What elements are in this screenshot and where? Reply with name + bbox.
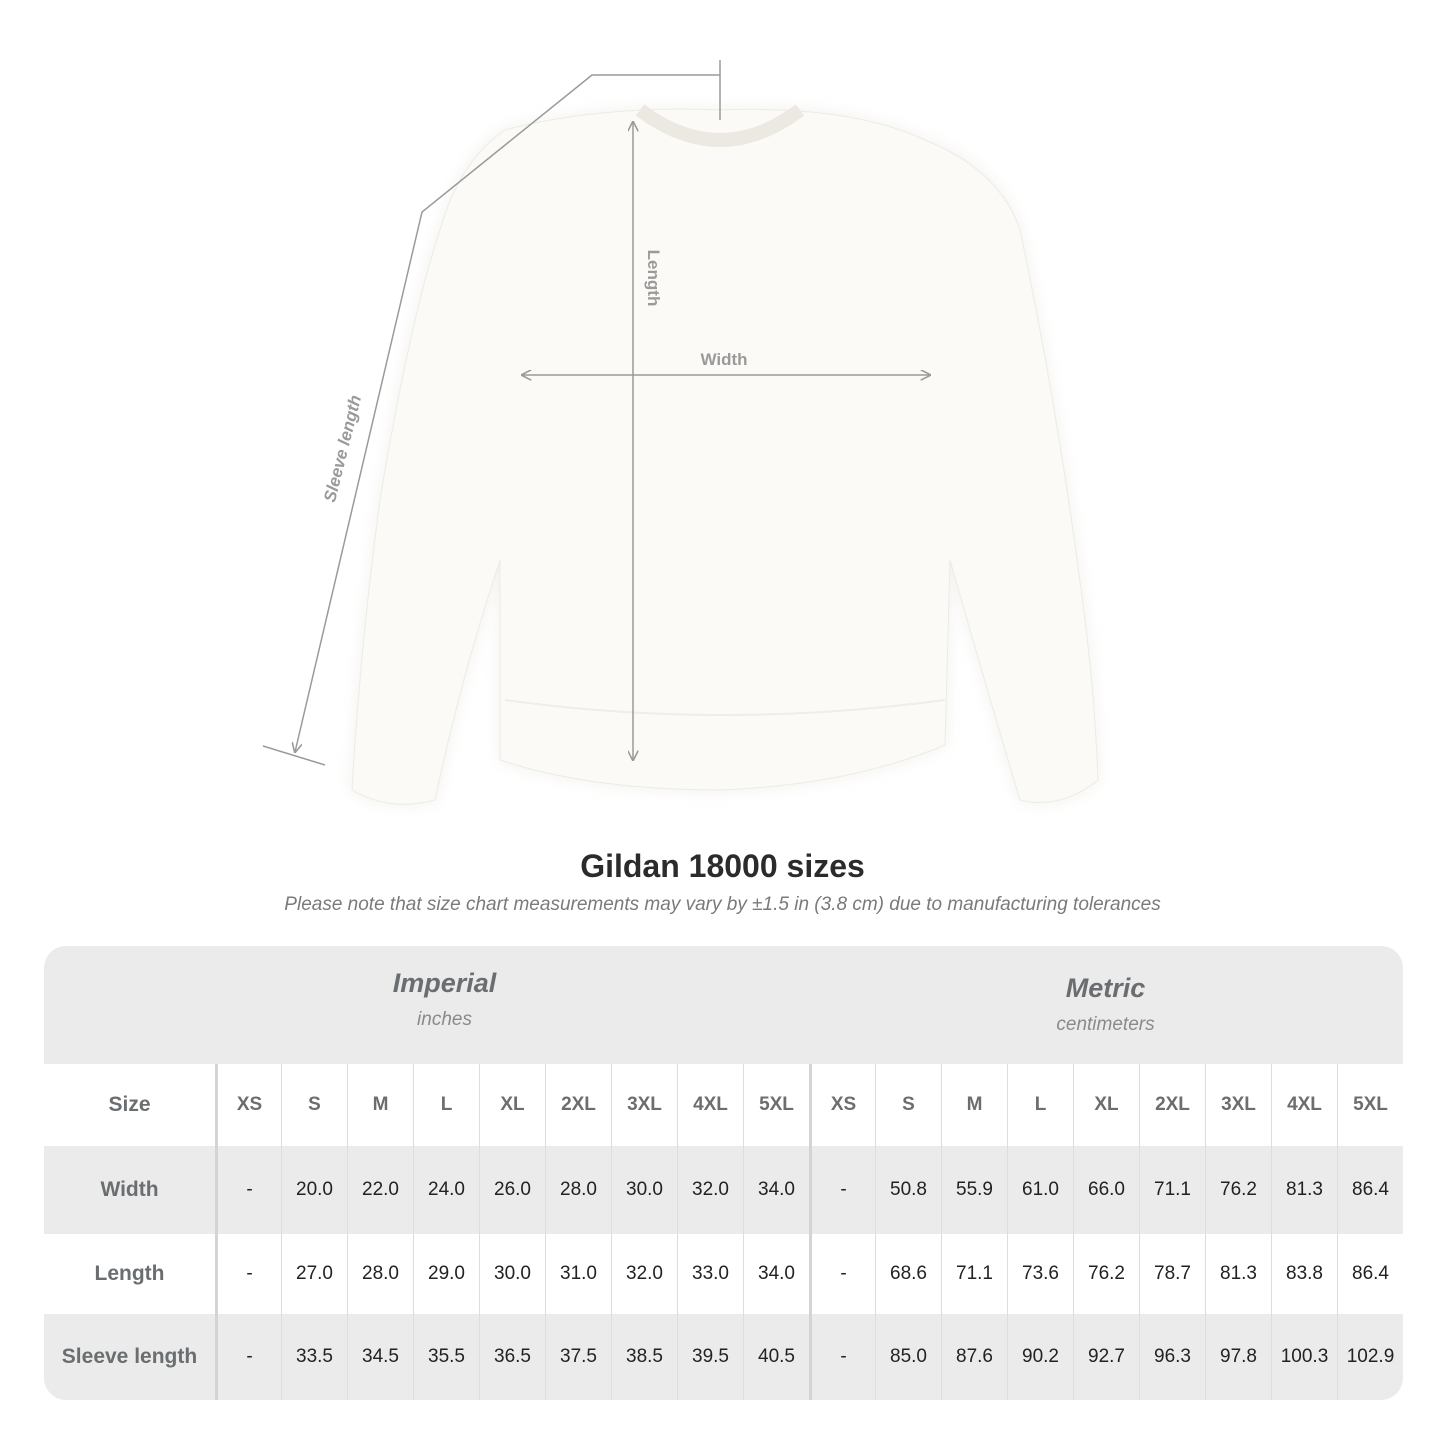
size-header-row: Size XS S M L XL 2XL 3XL 4XL 5XL XS S M L XL 2XL 3XL 4XL 5… [44, 1064, 1403, 1146]
value-cell: 34.0 [743, 1234, 809, 1314]
value-cell: 97.8 [1205, 1314, 1271, 1400]
imperial-title: Imperial [392, 968, 497, 998]
value-cell: 34.0 [743, 1146, 809, 1234]
measurement-lines [262, 60, 930, 766]
tolerance-note: Please note that size chart measurements… [284, 894, 1161, 915]
size-header-cell: 2XL [545, 1064, 611, 1146]
row-label: Size [108, 1093, 151, 1116]
value-cell: 26.0 [479, 1146, 545, 1234]
size-header-cell: 5XL [1337, 1064, 1403, 1146]
value-cell: 76.2 [1073, 1234, 1139, 1314]
value-cell: 27.0 [281, 1234, 347, 1314]
table-header: Imperial inches Metric centimeters [44, 946, 1403, 1064]
value-cell: 86.4 [1337, 1146, 1403, 1234]
table-row: Sleeve length -33.5 34.5 35.5 36.5 37.5 38.5 39… [44, 1314, 1403, 1400]
value-cell: - [809, 1146, 875, 1234]
value-cell: 81.3 [1205, 1234, 1271, 1314]
value-cell: 30.0 [479, 1234, 545, 1314]
size-header-cell: S [875, 1064, 941, 1146]
metric-header: Metric centimeters [808, 973, 1403, 1036]
value-cell: 92.7 [1073, 1314, 1139, 1400]
value-cell: 81.3 [1271, 1146, 1337, 1234]
size-header-cell: M [941, 1064, 1007, 1146]
value-cell: - [215, 1234, 281, 1314]
size-header-cell: 5XL [743, 1064, 809, 1146]
value-cell: 34.5 [347, 1314, 413, 1400]
value-cell: 78.7 [1139, 1234, 1205, 1314]
value-cell: 73.6 [1007, 1234, 1073, 1314]
value-cell: 86.4 [1337, 1234, 1403, 1314]
value-cell: 50.8 [875, 1146, 941, 1234]
size-header-cell: 3XL [611, 1064, 677, 1146]
sweatshirt [351, 104, 1099, 805]
value-cell: 31.0 [545, 1234, 611, 1314]
row-label: Length [94, 1262, 165, 1285]
value-cell: - [215, 1314, 281, 1400]
value-cell: - [809, 1314, 875, 1400]
imperial-unit: inches [417, 1009, 472, 1030]
value-cell: 71.1 [1139, 1146, 1205, 1234]
value-cell: 28.0 [347, 1234, 413, 1314]
value-cell: 24.0 [413, 1146, 479, 1234]
length-label: Length [644, 250, 663, 307]
size-header-cell: XS [215, 1064, 281, 1146]
value-cell: 85.0 [875, 1314, 941, 1400]
value-cell: 38.5 [611, 1314, 677, 1400]
value-cell: 87.6 [941, 1314, 1007, 1400]
size-header-cell: L [413, 1064, 479, 1146]
size-header-cell: 2XL [1139, 1064, 1205, 1146]
value-cell: 66.0 [1073, 1146, 1139, 1234]
size-header-cell: XL [479, 1064, 545, 1146]
value-cell: 40.5 [743, 1314, 809, 1400]
width-label: Width [700, 350, 747, 369]
value-cell: 61.0 [1007, 1146, 1073, 1234]
page-title: Gildan 18000 sizes [580, 848, 865, 884]
value-cell: 33.5 [281, 1314, 347, 1400]
value-cell: 32.0 [677, 1146, 743, 1234]
value-cell: 36.5 [479, 1314, 545, 1400]
metric-title: Metric [1065, 973, 1146, 1003]
value-cell: 20.0 [281, 1146, 347, 1234]
value-cell: 35.5 [413, 1314, 479, 1400]
size-header-cell: 4XL [677, 1064, 743, 1146]
sweatshirt-illustration: Length Width Sleeve length [262, 60, 1099, 805]
size-header-cell: XL [1073, 1064, 1139, 1146]
size-header-cell: 4XL [1271, 1064, 1337, 1146]
value-cell: 76.2 [1205, 1146, 1271, 1234]
value-cell: 68.6 [875, 1234, 941, 1314]
value-cell: 90.2 [1007, 1314, 1073, 1400]
sleeve-measure-line [295, 74, 720, 752]
row-label: Sleeve length [61, 1345, 198, 1368]
value-cell: 100.3 [1271, 1314, 1337, 1400]
value-cell: 37.5 [545, 1314, 611, 1400]
value-cell: - [809, 1234, 875, 1314]
value-cell: 32.0 [611, 1234, 677, 1314]
value-cell: 29.0 [413, 1234, 479, 1314]
size-table: Imperial inches Metric centimeters Size X… [44, 946, 1403, 1400]
value-cell: 96.3 [1139, 1314, 1205, 1400]
table-row: Width -20.0 22.0 24.0 26.0 28.0 30.0 32.0 34.0-5… [44, 1146, 1403, 1234]
imperial-header: Imperial inches [215, 968, 674, 1031]
value-cell: 55.9 [941, 1146, 1007, 1234]
size-header-cell: L [1007, 1064, 1073, 1146]
sleeve-length-label: Sleeve length [320, 393, 365, 504]
size-header-cell: 3XL [1205, 1064, 1271, 1146]
value-cell: 102.9 [1337, 1314, 1403, 1400]
size-header-cell: S [281, 1064, 347, 1146]
value-cell: 22.0 [347, 1146, 413, 1234]
value-cell: 39.5 [677, 1314, 743, 1400]
metric-unit: centimeters [1056, 1014, 1155, 1035]
value-cell: 83.8 [1271, 1234, 1337, 1314]
value-cell: 33.0 [677, 1234, 743, 1314]
value-cell: - [215, 1146, 281, 1234]
value-cell: 30.0 [611, 1146, 677, 1234]
table-row: Length -27.0 28.0 29.0 30.0 31.0 32.0 33.0 34.0-… [44, 1234, 1403, 1314]
size-header-cell: XS [809, 1064, 875, 1146]
size-header-cell: M [347, 1064, 413, 1146]
row-label: Width [100, 1178, 159, 1201]
value-cell: 71.1 [941, 1234, 1007, 1314]
value-cell: 28.0 [545, 1146, 611, 1234]
